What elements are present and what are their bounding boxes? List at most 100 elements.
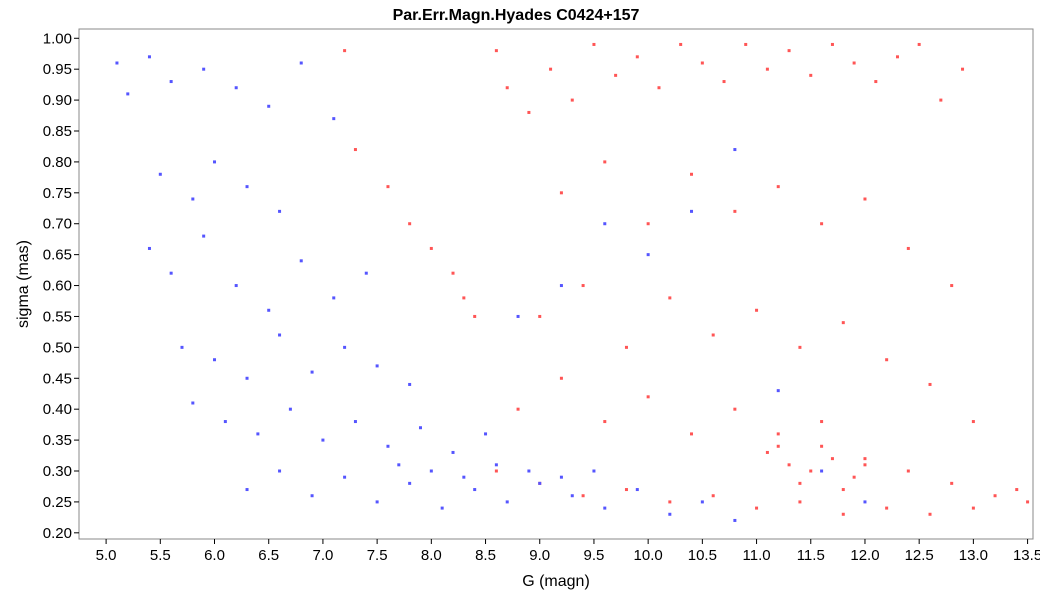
chart-title: Par.Err.Magn.Hyades C0424+157 [393, 7, 640, 24]
data-point-series-2 [462, 475, 466, 479]
data-point-series-1 [700, 61, 704, 65]
data-point-series-2 [321, 438, 325, 442]
data-point-series-2 [169, 271, 173, 275]
x-tick-label: 12.5 [905, 547, 934, 564]
data-point-series-1 [494, 469, 498, 473]
data-point-series-1 [852, 61, 856, 65]
data-point-series-2 [668, 512, 672, 516]
data-point-series-1 [711, 333, 715, 337]
data-point-series-1 [841, 512, 845, 516]
x-tick-label: 8.5 [475, 547, 496, 564]
data-point-series-2 [408, 382, 412, 386]
data-point-series-2 [733, 518, 737, 522]
data-point-series-2 [570, 494, 574, 498]
x-tick-label: 9.5 [584, 547, 605, 564]
data-point-series-2 [191, 197, 195, 201]
y-tick-label: 0.70 [43, 216, 72, 233]
x-tick-label: 5.0 [96, 547, 117, 564]
data-point-series-1 [744, 42, 748, 46]
x-tick-label: 13.0 [959, 547, 988, 564]
data-point-series-1 [733, 209, 737, 213]
data-point-series-2 [299, 259, 303, 263]
data-point-series-1 [353, 148, 357, 152]
data-point-series-2 [690, 209, 694, 213]
y-tick-label: 0.60 [43, 278, 72, 295]
data-point-series-1 [603, 160, 607, 164]
data-point-series-2 [245, 185, 249, 189]
y-tick-label: 0.75 [43, 185, 72, 202]
data-point-series-1 [581, 284, 585, 288]
data-point-series-2 [343, 345, 347, 349]
data-point-series-2 [559, 475, 563, 479]
data-point-series-2 [299, 61, 303, 65]
data-point-series-1 [928, 382, 932, 386]
data-point-series-1 [635, 55, 639, 59]
y-tick-label: 0.40 [43, 401, 72, 418]
data-point-series-1 [624, 345, 628, 349]
data-point-series-1 [570, 98, 574, 102]
y-tick-label: 0.25 [43, 494, 72, 511]
data-point-series-2 [180, 345, 184, 349]
x-tick-label: 6.0 [204, 547, 225, 564]
data-point-series-1 [809, 73, 813, 77]
data-point-series-1 [863, 463, 867, 467]
data-point-series-1 [343, 49, 347, 53]
data-point-series-2 [603, 506, 607, 510]
data-point-series-2 [473, 488, 477, 492]
data-point-series-1 [787, 49, 791, 53]
data-point-series-2 [451, 450, 455, 454]
data-point-series-1 [841, 488, 845, 492]
data-point-series-2 [126, 92, 130, 96]
data-point-series-2 [147, 55, 151, 59]
data-point-series-2 [256, 432, 260, 436]
data-point-series-1 [895, 55, 899, 59]
data-point-series-2 [147, 246, 151, 250]
data-point-series-1 [559, 376, 563, 380]
data-point-series-1 [505, 86, 509, 90]
data-point-series-1 [668, 296, 672, 300]
data-point-series-1 [603, 420, 607, 424]
data-point-series-1 [473, 314, 477, 318]
data-point-series-2 [408, 481, 412, 485]
data-point-series-2 [202, 67, 206, 71]
data-point-series-1 [961, 67, 965, 71]
data-point-series-1 [776, 432, 780, 436]
x-tick-label: 11.5 [797, 547, 825, 564]
data-point-series-1 [646, 395, 650, 399]
y-axis: 0.20 0.25 0.30 0.35 0.40 0.45 0.50 0.55 0.60 0.65… [43, 30, 79, 542]
data-point-series-1 [798, 481, 802, 485]
data-point-series-1 [624, 488, 628, 492]
data-point-series-1 [841, 321, 845, 325]
data-point-series-1 [516, 407, 520, 411]
y-tick-label: 0.65 [43, 247, 72, 264]
data-point-series-2 [191, 401, 195, 405]
data-point-series-1 [614, 73, 618, 77]
data-point-series-2 [505, 500, 509, 504]
data-point-series-1 [1026, 500, 1030, 504]
x-tick-label: 10.5 [688, 547, 717, 564]
data-point-series-2 [418, 426, 422, 430]
data-point-series-2 [310, 370, 314, 374]
x-axis: 5.0 5.5 6.0 6.5 7.0 7.5 8.0 8.5 9.0 9.5 10.0 10.5 11… [96, 539, 1040, 564]
data-point-series-1 [679, 42, 683, 46]
y-tick-label: 1.00 [43, 30, 72, 47]
data-point-series-2 [278, 333, 282, 337]
data-point-series-2 [213, 160, 217, 164]
data-point-series-2 [538, 481, 542, 485]
data-point-series-2 [234, 86, 238, 90]
data-point-series-2 [386, 444, 390, 448]
data-point-series-1 [690, 172, 694, 176]
x-axis-label: G (magn) [522, 573, 590, 590]
data-point-series-2 [158, 172, 162, 176]
data-point-series-1 [690, 432, 694, 436]
data-point-series-2 [343, 475, 347, 479]
y-tick-label: 0.50 [43, 339, 72, 356]
data-point-series-1 [776, 185, 780, 189]
data-point-series-1 [939, 98, 943, 102]
data-point-series-2 [310, 494, 314, 498]
data-point-series-2 [202, 234, 206, 238]
data-point-series-1 [657, 86, 661, 90]
data-point-series-1 [668, 500, 672, 504]
x-tick-label: 13.5 [1013, 547, 1040, 564]
data-point-series-2 [267, 104, 271, 108]
